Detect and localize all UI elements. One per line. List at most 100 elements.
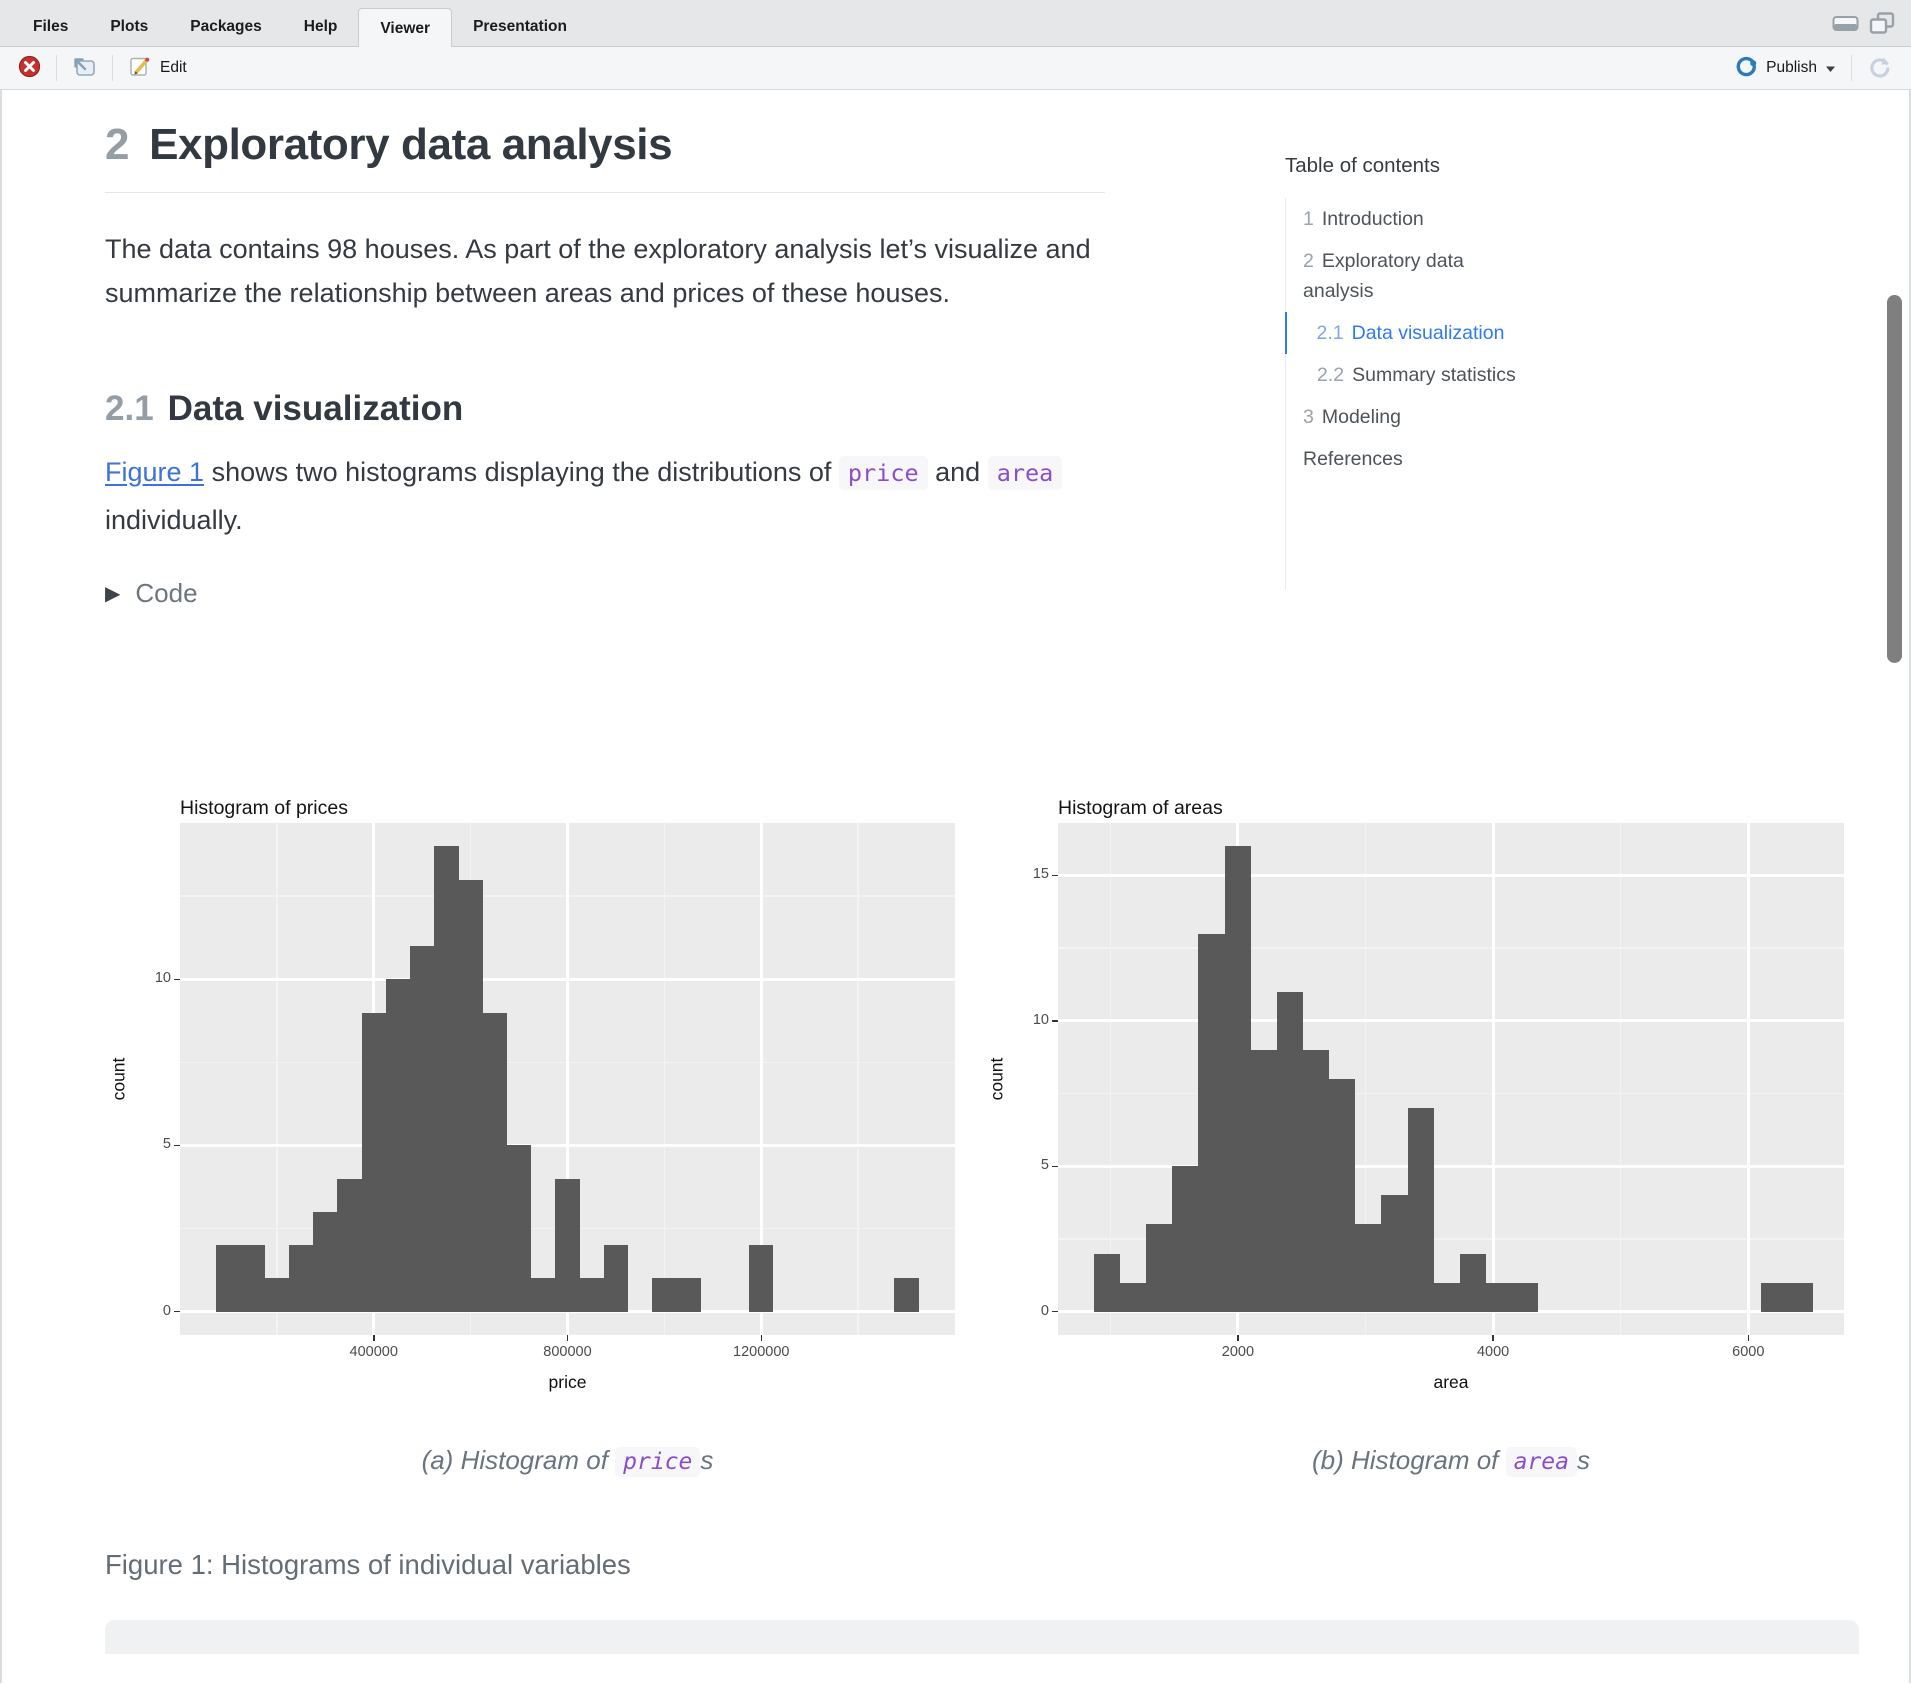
major-gridline xyxy=(566,823,569,1335)
minimize-icon xyxy=(1832,15,1859,35)
refresh-icon xyxy=(1867,54,1893,82)
inline-code-price: price xyxy=(838,456,928,490)
viewer-toolbar: Edit Publish xyxy=(0,47,1911,90)
histogram-bar xyxy=(1224,846,1251,1312)
histogram-bar xyxy=(1119,1282,1147,1312)
maximize-icon xyxy=(1869,12,1895,37)
open-in-new-window-button[interactable] xyxy=(66,52,103,85)
histogram-bar xyxy=(1276,991,1303,1312)
toc-item-number: 2 xyxy=(1303,250,1314,272)
plot-title: Histogram of prices xyxy=(180,797,348,819)
subcaption-text: (a) Histogram of xyxy=(421,1445,616,1475)
minimize-pane-button[interactable] xyxy=(1832,15,1859,35)
triangle-right-icon: ▶ xyxy=(105,582,121,605)
toc-item-number: 3 xyxy=(1303,406,1314,428)
publish-button-label: Publish xyxy=(1766,59,1817,76)
section-number: 2 xyxy=(105,120,130,169)
histogram-bar xyxy=(337,1178,362,1312)
code-fold-toggle[interactable]: ▶ Code xyxy=(105,578,198,609)
histogram-bar xyxy=(555,1178,580,1312)
histogram-bar xyxy=(1329,1079,1356,1312)
major-gridline xyxy=(180,977,955,981)
x-tick-label: 400000 xyxy=(349,1344,398,1360)
tab-viewer[interactable]: Viewer xyxy=(358,8,453,47)
histogram-bar xyxy=(1459,1253,1487,1312)
tab-help[interactable]: Help xyxy=(303,18,338,35)
y-axis-title: count xyxy=(986,1057,1007,1101)
vertical-scrollbar-thumb[interactable] xyxy=(1887,295,1902,663)
histogram-bar xyxy=(1198,933,1225,1312)
edit-button[interactable]: Edit xyxy=(122,51,193,85)
toc-list: 1 Introduction 2 Exploratory data analysis 2… xyxy=(1284,198,1526,590)
tab-plots[interactable]: Plots xyxy=(110,18,149,35)
y-tick-mark xyxy=(1052,874,1058,877)
pane-tabbar: Files Plots Packages Help Viewer Presentation xyxy=(0,0,1911,47)
histogram-bar xyxy=(506,1145,532,1312)
next-section-block-edge xyxy=(105,1620,1859,1654)
subcaption-text: (b) Histogram of xyxy=(1312,1445,1506,1475)
histogram-bar xyxy=(240,1245,265,1312)
x-tick-label: 6000 xyxy=(1732,1344,1765,1360)
toc-item-data-visualization[interactable]: 2.1 Data visualization xyxy=(1284,312,1526,354)
histogram-bar xyxy=(603,1245,629,1312)
minor-gridline xyxy=(663,823,666,1335)
intro-paragraph: The data contains 98 houses. As part of … xyxy=(105,234,1091,308)
y-tick-label: 10 xyxy=(154,970,171,987)
maximize-pane-button[interactable] xyxy=(1869,12,1895,37)
toolbar-right-group: Publish xyxy=(1729,50,1899,86)
histogram-bar xyxy=(313,1211,338,1312)
x-axis-title: price xyxy=(548,1372,587,1392)
toc-item-number: 2.1 xyxy=(1316,322,1344,344)
x-tick-mark xyxy=(760,1335,762,1341)
refresh-button[interactable] xyxy=(1861,50,1899,86)
window-controls xyxy=(1832,12,1895,37)
x-tick-mark xyxy=(1237,1335,1239,1341)
toc-item-references[interactable]: References xyxy=(1286,438,1525,480)
histogram-bar xyxy=(1787,1282,1814,1312)
tab-presentation[interactable]: Presentation xyxy=(473,18,567,35)
plot-title: Histogram of areas xyxy=(1058,797,1223,819)
histogram-bar xyxy=(288,1245,314,1312)
caret-down-icon xyxy=(1825,61,1836,76)
minor-gridline xyxy=(1058,1092,1844,1095)
minor-gridline xyxy=(1109,823,1112,1335)
toc-item-summary-statistics[interactable]: 2.2 Summary statistics xyxy=(1286,354,1525,396)
x-tick-mark xyxy=(1492,1335,1494,1341)
toc-item-label: References xyxy=(1303,448,1403,470)
histogram-bar xyxy=(531,1278,556,1312)
publish-button[interactable]: Publish xyxy=(1729,51,1842,85)
tab-packages[interactable]: Packages xyxy=(190,18,262,35)
histogram-bar xyxy=(1172,1166,1199,1312)
figure-caption: Figure 1: Histograms of individual varia… xyxy=(105,1549,631,1580)
subcaption-b: (b) Histogram of area s xyxy=(1058,1445,1844,1477)
section-title: Exploratory data analysis xyxy=(149,120,673,169)
major-gridline xyxy=(1058,1019,1844,1023)
toc-item-exploratory-data-analysis[interactable]: 2 Exploratory data analysis xyxy=(1286,240,1525,312)
stop-button[interactable] xyxy=(12,51,47,85)
section-heading-2-1: 2.1 Data visualization xyxy=(105,389,1909,429)
toc-item-modeling[interactable]: 3 Modeling xyxy=(1286,396,1525,438)
histogram-bar xyxy=(652,1278,677,1312)
figure-1-link[interactable]: Figure 1 xyxy=(105,457,205,487)
histogram-bar xyxy=(1250,1049,1277,1312)
toolbar-separator xyxy=(112,55,113,81)
edit-button-label: Edit xyxy=(160,59,187,76)
histogram-bar xyxy=(458,879,483,1312)
x-tick-label: 1200000 xyxy=(733,1344,790,1360)
tab-files[interactable]: Files xyxy=(33,18,69,35)
toolbar-separator xyxy=(56,55,57,81)
subcaption-text: s xyxy=(1577,1445,1590,1475)
y-tick-mark xyxy=(1052,1020,1058,1022)
y-tick-label: 0 xyxy=(1040,1302,1049,1319)
histogram-bar xyxy=(385,979,411,1312)
subcaption-text: s xyxy=(700,1445,714,1475)
histogram-bar xyxy=(1512,1282,1539,1312)
histogram-bar xyxy=(1302,1049,1330,1312)
histogram-bar xyxy=(1486,1282,1513,1312)
y-tick-label: 0 xyxy=(162,1302,171,1319)
minor-gridline xyxy=(1619,823,1622,1335)
figure-1: Histogram of prices 400000 800000 1200000 0 5… xyxy=(105,797,1865,1657)
toc-item-introduction[interactable]: 1 Introduction xyxy=(1286,198,1525,240)
major-gridline xyxy=(1058,1310,1844,1314)
